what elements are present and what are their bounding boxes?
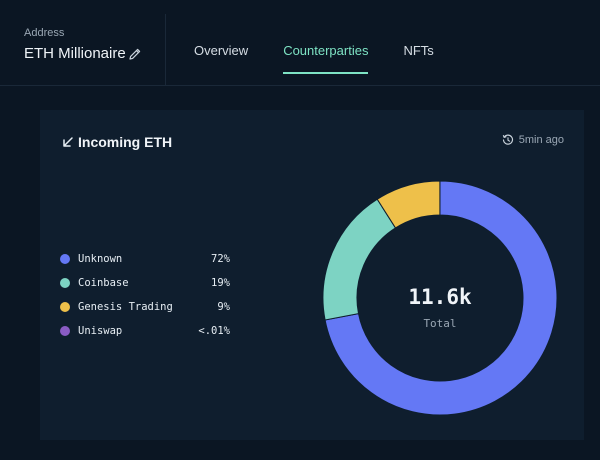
incoming-eth-card: Incoming ETH 5min ago Unknown 72% Coinbase… [40, 110, 584, 440]
legend-swatch [60, 278, 70, 288]
card-title: Incoming ETH [78, 134, 173, 150]
tab-counterparties[interactable]: Counterparties [283, 14, 369, 86]
donut-chart: 11.6k Total [322, 180, 558, 416]
legend-percent: <.01% [198, 325, 230, 337]
tab-nfts[interactable]: NFTs [403, 42, 434, 58]
legend-percent: 9% [217, 301, 230, 313]
chart-center-value: 11.6k [408, 285, 472, 309]
chart-legend: Unknown 72% Coinbase 19% Genesis Trading 9% Un… [60, 247, 230, 343]
updated-time: 5min ago [518, 134, 564, 146]
donut-slice-unknown[interactable] [324, 180, 558, 416]
updated-indicator: 5min ago [502, 134, 564, 146]
legend-swatch [60, 302, 70, 312]
donut-slice-coinbase[interactable] [322, 198, 397, 321]
address-block: Address ETH Millionaire [0, 14, 166, 86]
arrow-down-left-icon [63, 137, 73, 147]
legend-item: Uniswap <.01% [60, 319, 230, 343]
legend-swatch [60, 254, 70, 264]
legend-item: Coinbase 19% [60, 271, 230, 295]
tab-bar: Overview Counterparties NFTs [166, 14, 434, 86]
refresh-clock-icon [502, 134, 513, 145]
address-name: ETH Millionaire [24, 45, 126, 62]
address-label: Address [24, 27, 65, 39]
legend-percent: 72% [211, 253, 230, 265]
page-header: Address ETH Millionaire Overview Counter… [0, 0, 600, 86]
legend-item: Unknown 72% [60, 247, 230, 271]
legend-item: Genesis Trading 9% [60, 295, 230, 319]
legend-label: Coinbase [78, 277, 129, 289]
pencil-icon[interactable] [128, 47, 142, 61]
legend-label: Unknown [78, 253, 123, 265]
tab-overview[interactable]: Overview [194, 42, 249, 58]
legend-label: Genesis Trading [78, 301, 173, 313]
chart-center-label: Total [423, 317, 456, 330]
legend-percent: 19% [211, 277, 230, 289]
legend-swatch [60, 326, 70, 336]
legend-label: Uniswap [78, 325, 123, 337]
